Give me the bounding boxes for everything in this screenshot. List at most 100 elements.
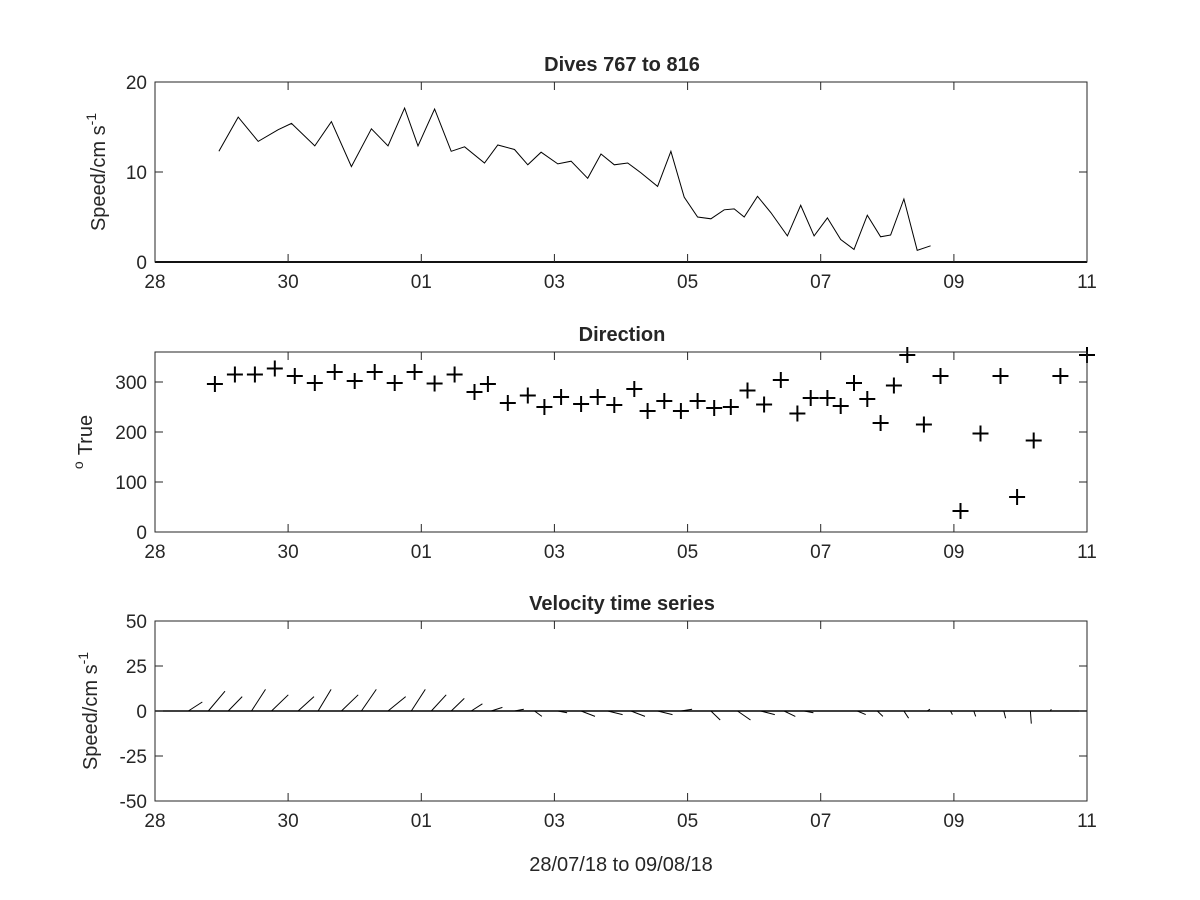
velocity-xtick-label: 07 bbox=[810, 811, 831, 832]
velocity-ylabel-text: Speed/cm s bbox=[80, 664, 102, 770]
speed-data-point bbox=[312, 143, 317, 148]
direction-xtick-label: 11 bbox=[1077, 542, 1097, 563]
speed-xtick-label: 28 bbox=[144, 272, 165, 293]
speed-data-point bbox=[838, 237, 843, 242]
speed-data-point bbox=[216, 149, 221, 154]
velocity-arrow-layer bbox=[155, 689, 1087, 724]
direction-point bbox=[1025, 432, 1042, 449]
velocity-vector bbox=[207, 690, 226, 712]
speed-data-point bbox=[732, 206, 737, 211]
speed-data-point bbox=[599, 152, 604, 157]
velocity-xlabel: 28/07/18 to 09/08/18 bbox=[529, 854, 713, 876]
direction-point bbox=[386, 375, 403, 391]
direction-xtick-label: 09 bbox=[943, 542, 964, 563]
speed-panel-title: Dives 767 to 816 bbox=[544, 54, 700, 76]
velocity-vector bbox=[857, 710, 866, 716]
speed-data-point bbox=[539, 150, 544, 155]
direction-point bbox=[832, 398, 849, 414]
velocity-vector bbox=[470, 703, 483, 712]
direction-point bbox=[206, 376, 223, 392]
direction-point bbox=[952, 503, 969, 519]
velocity-ytick-label: 0 bbox=[136, 702, 147, 723]
speed-data-point bbox=[236, 115, 241, 120]
speed-data-point bbox=[755, 194, 760, 199]
direction-point bbox=[553, 389, 570, 405]
direction-point bbox=[426, 375, 443, 392]
direction-ylabel-text: True bbox=[75, 415, 97, 455]
direction-point bbox=[899, 347, 916, 363]
speed-data-point bbox=[386, 143, 391, 148]
velocity-ytick-label: -25 bbox=[120, 747, 147, 768]
velocity-xtick-label: 11 bbox=[1077, 811, 1097, 832]
direction-ylabel: o True bbox=[70, 415, 97, 469]
velocity-vector bbox=[188, 701, 203, 712]
speed-axis-ticks: 28 30 01 03 05 07 09 11 0 10 20 bbox=[126, 73, 1097, 293]
speed-data-point bbox=[256, 139, 261, 144]
velocity-vector bbox=[876, 710, 884, 717]
direction-point bbox=[446, 366, 463, 383]
direction-point bbox=[606, 397, 623, 413]
velocity-ytick-label: -50 bbox=[120, 792, 147, 813]
direction-point bbox=[589, 389, 606, 405]
velocity-vector bbox=[251, 689, 266, 712]
velocity-ytick-label: 25 bbox=[126, 657, 147, 678]
direction-point bbox=[915, 416, 932, 433]
velocity-vector bbox=[903, 710, 910, 719]
direction-point bbox=[819, 390, 836, 406]
velocity-axis-ticks: 28 30 01 03 05 07 09 11 -50 -25 0 25 50 bbox=[120, 612, 1097, 832]
speed-data-point bbox=[901, 197, 906, 202]
velocity-vector bbox=[657, 710, 673, 716]
speed-data-point bbox=[585, 176, 590, 181]
velocity-xtick-label: 05 bbox=[677, 811, 698, 832]
direction-point bbox=[639, 403, 656, 419]
direction-point bbox=[722, 399, 739, 415]
speed-data-point bbox=[329, 119, 334, 124]
velocity-xtick-label: 01 bbox=[411, 811, 432, 832]
velocity-vector bbox=[580, 710, 596, 717]
velocity-vector bbox=[710, 710, 721, 721]
speed-data-point bbox=[682, 195, 687, 200]
direction-point bbox=[573, 396, 590, 412]
velocity-ylabel: Speed/cm s-1 bbox=[75, 652, 102, 770]
speed-data-point bbox=[695, 215, 700, 220]
direction-ytick-label: 200 bbox=[115, 423, 147, 444]
speed-data-point bbox=[569, 159, 574, 164]
velocity-vector bbox=[1003, 710, 1007, 719]
speed-data-point bbox=[512, 147, 517, 152]
speed-data-point bbox=[369, 126, 374, 131]
direction-point bbox=[789, 405, 806, 422]
velocity-vector bbox=[387, 696, 407, 712]
direction-axes-box bbox=[154, 351, 1088, 533]
direction-point bbox=[1052, 368, 1069, 384]
direction-xtick-label: 30 bbox=[278, 542, 299, 563]
speed-data-point bbox=[289, 121, 294, 126]
direction-ytick-label: 0 bbox=[136, 523, 147, 544]
velocity-vector bbox=[491, 706, 503, 712]
direction-point bbox=[226, 366, 243, 383]
speed-data-point bbox=[625, 161, 630, 166]
velocity-ylabel-superscript: -1 bbox=[75, 652, 91, 665]
velocity-vector bbox=[950, 710, 953, 715]
speed-data-point bbox=[888, 233, 893, 238]
velocity-vector bbox=[271, 694, 289, 712]
velocity-vector bbox=[534, 710, 543, 717]
direction-point bbox=[992, 368, 1009, 384]
speed-data-point bbox=[612, 162, 617, 167]
speed-data-point bbox=[276, 127, 281, 132]
direction-point bbox=[466, 384, 483, 400]
velocity-vector bbox=[737, 710, 751, 721]
velocity-xtick-label: 09 bbox=[943, 811, 964, 832]
velocity-vector bbox=[1029, 710, 1032, 724]
direction-point bbox=[932, 368, 949, 384]
direction-panel: Direction 28 30 01 03 05 07 09 11 0 100 200 300 o Tr… bbox=[70, 324, 1097, 563]
velocity-vector bbox=[1049, 708, 1052, 712]
direction-point bbox=[672, 403, 689, 419]
speed-data-point bbox=[495, 143, 500, 148]
velocity-vector bbox=[804, 710, 814, 714]
speed-data-point bbox=[639, 170, 644, 175]
direction-point bbox=[246, 366, 263, 383]
direction-point bbox=[885, 377, 902, 394]
speed-ytick-label: 10 bbox=[126, 163, 147, 184]
velocity-vector bbox=[410, 689, 426, 712]
velocity-xtick-label: 28 bbox=[144, 811, 165, 832]
